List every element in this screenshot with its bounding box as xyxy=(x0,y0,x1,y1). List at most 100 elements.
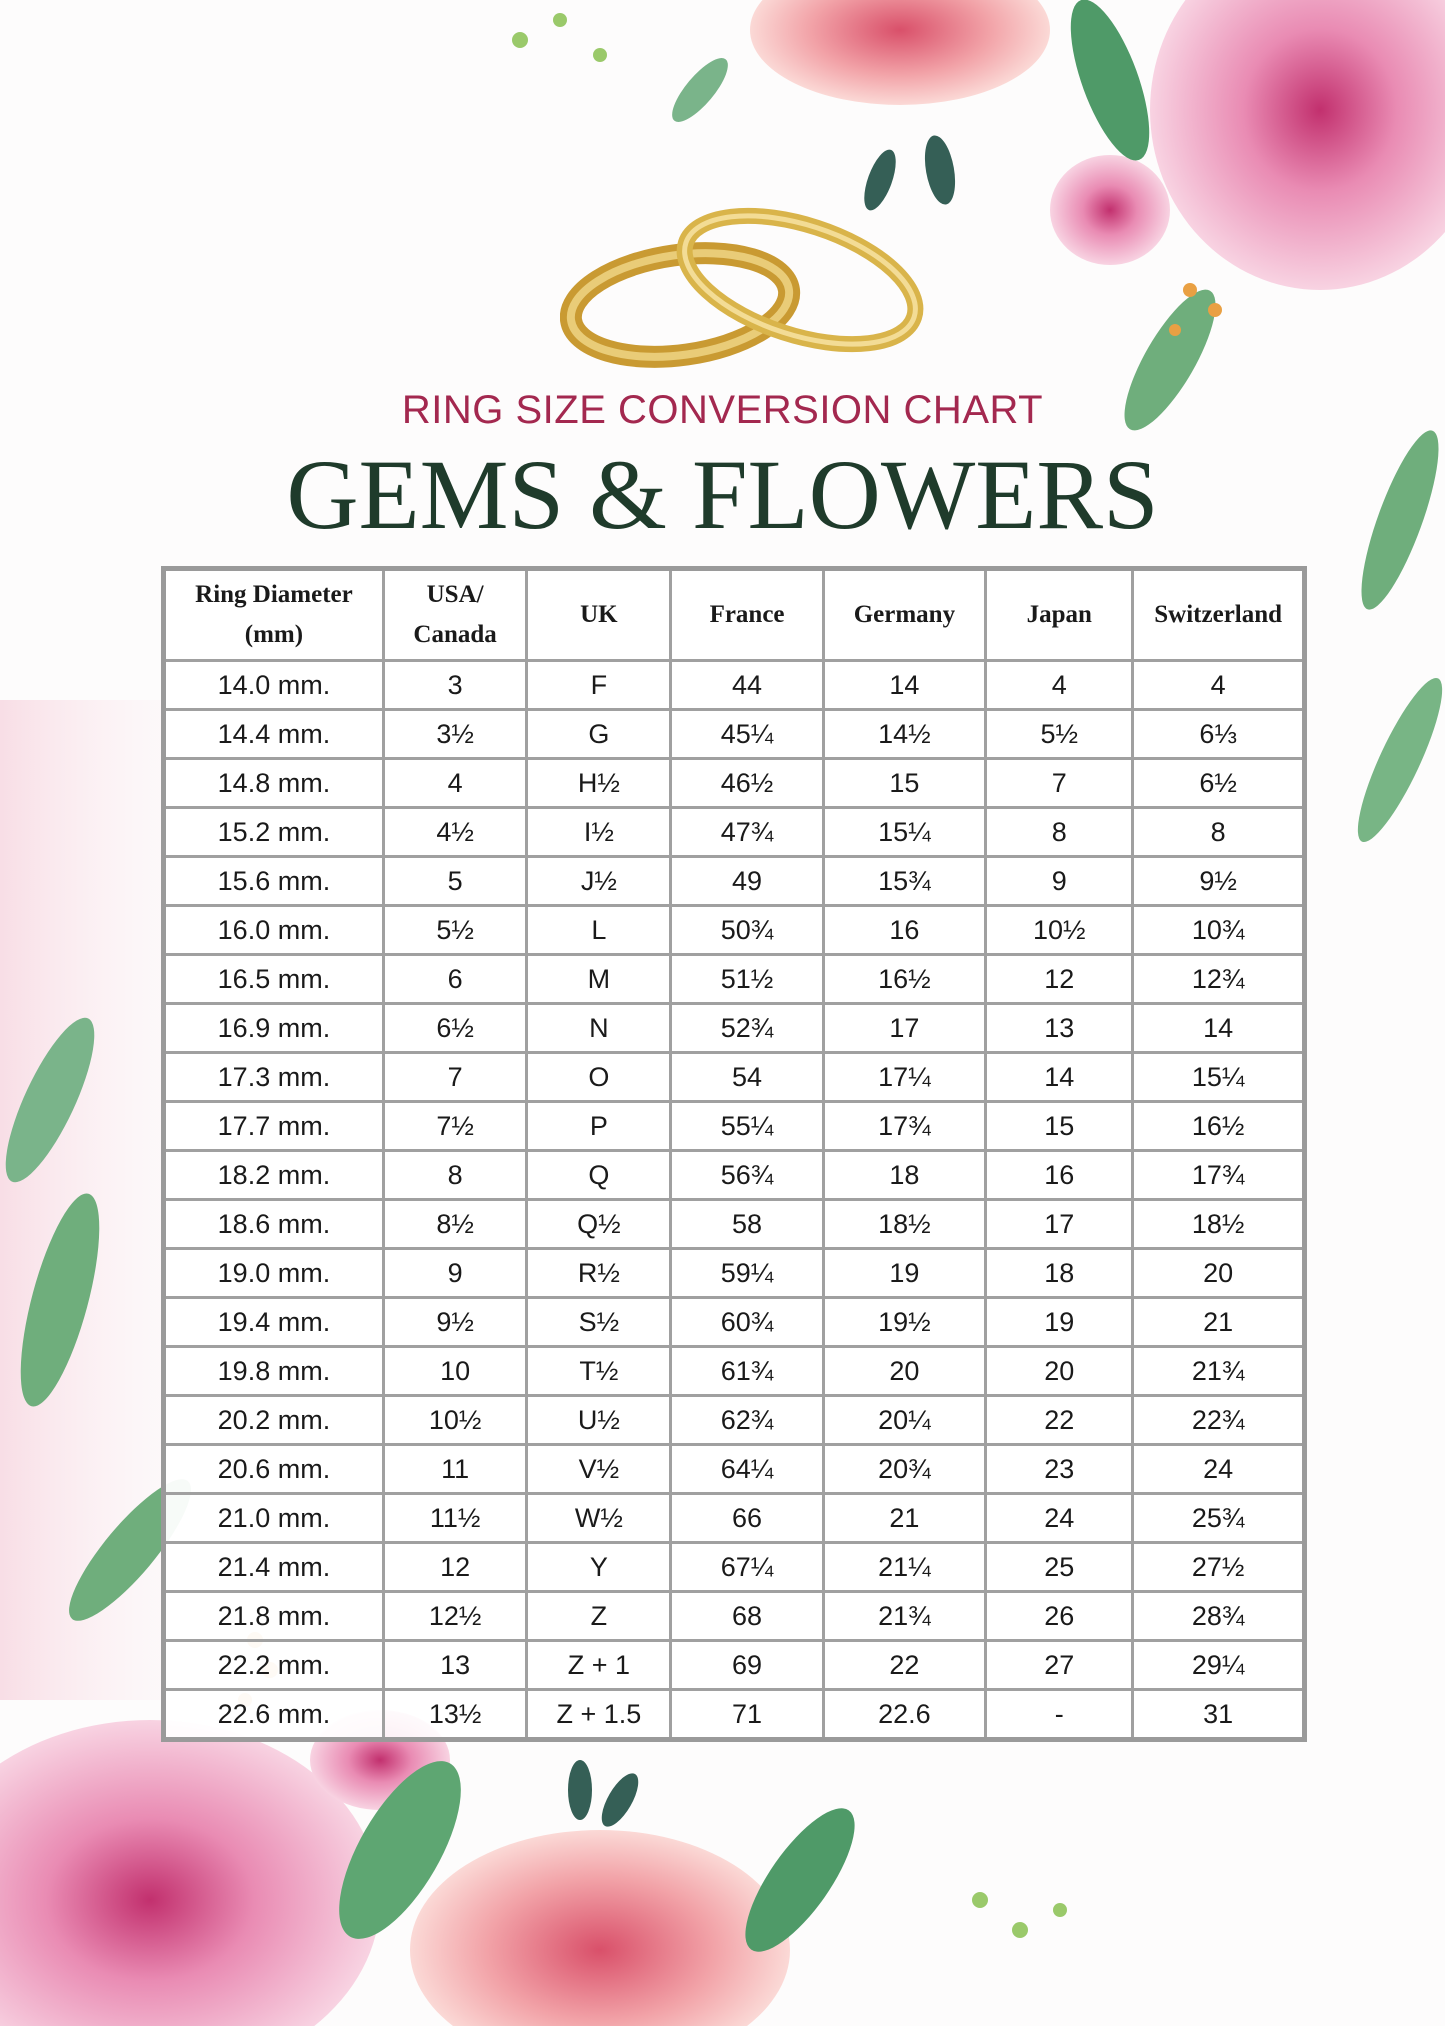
cell-usa-canada: 10½ xyxy=(381,1394,529,1446)
column-header-germany: Germany xyxy=(821,567,988,662)
cell-diameter: 14.0 mm. xyxy=(162,659,385,711)
cell-japan: 13 xyxy=(984,1002,1135,1054)
cell-diameter: 17.7 mm. xyxy=(162,1100,385,1152)
cell-usa-canada: 3½ xyxy=(381,708,529,760)
ring-size-table: Ring Diameter (mm) USA/Canada UK France Germa… xyxy=(161,566,1307,1742)
table-row: 19.0 mm. 9 R½ 59¼ 19 18 20 xyxy=(162,1247,1306,1299)
cell-japan: 19 xyxy=(984,1296,1135,1348)
cell-uk: Y xyxy=(525,1541,673,1593)
cell-switzerland: 24 xyxy=(1131,1443,1306,1495)
table-row: 16.5 mm. 6 M 51½ 16½ 12 12¾ xyxy=(162,953,1306,1005)
cell-diameter: 15.2 mm. xyxy=(162,806,385,858)
cell-japan: 17 xyxy=(984,1198,1135,1250)
cell-uk: H½ xyxy=(525,757,673,809)
cell-usa-canada: 4½ xyxy=(381,806,529,858)
cell-germany: 21¾ xyxy=(821,1590,988,1642)
cell-switzerland: 28¾ xyxy=(1131,1590,1306,1642)
cell-switzerland: 6⅓ xyxy=(1131,708,1306,760)
cell-diameter: 19.4 mm. xyxy=(162,1296,385,1348)
cell-japan: 5½ xyxy=(984,708,1135,760)
column-header-line: Switzerland xyxy=(1154,601,1283,628)
cell-usa-canada: 12 xyxy=(381,1541,529,1593)
cell-usa-canada: 8½ xyxy=(381,1198,529,1250)
cell-usa-canada: 6 xyxy=(381,953,529,1005)
cell-germany: 15¾ xyxy=(821,855,988,907)
cell-diameter: 19.8 mm. xyxy=(162,1345,385,1397)
cell-japan: 27 xyxy=(984,1639,1135,1691)
cell-france: 56¾ xyxy=(669,1149,825,1201)
cell-uk: S½ xyxy=(525,1296,673,1348)
cell-switzerland: 10¾ xyxy=(1131,904,1306,956)
cell-uk: F xyxy=(525,659,673,711)
cell-usa-canada: 11 xyxy=(381,1443,529,1495)
cell-japan: 26 xyxy=(984,1590,1135,1642)
cell-usa-canada: 8 xyxy=(381,1149,529,1201)
table-row: 17.7 mm. 7½ P 55¼ 17¾ 15 16½ xyxy=(162,1100,1306,1152)
cell-uk: Z + 1 xyxy=(525,1639,673,1691)
cell-france: 50¾ xyxy=(669,904,825,956)
cell-switzerland: 16½ xyxy=(1131,1100,1306,1152)
cell-diameter: 22.6 mm. xyxy=(162,1688,385,1741)
cell-uk: J½ xyxy=(525,855,673,907)
cell-diameter: 22.2 mm. xyxy=(162,1639,385,1691)
chart-subtitle: RING SIZE CONVERSION CHART xyxy=(401,388,1044,432)
cell-uk: R½ xyxy=(525,1247,673,1299)
cell-uk: P xyxy=(525,1100,673,1152)
cell-diameter: 16.0 mm. xyxy=(162,904,385,956)
cell-germany: 14½ xyxy=(821,708,988,760)
cell-usa-canada: 3 xyxy=(381,659,529,711)
column-header-line: Japan xyxy=(1026,601,1092,628)
cell-diameter: 15.6 mm. xyxy=(162,855,385,907)
cell-switzerland: 20 xyxy=(1131,1247,1306,1299)
cell-france: 44 xyxy=(669,659,825,711)
cell-uk: Q xyxy=(525,1149,673,1201)
column-header-line: France xyxy=(709,601,785,628)
cell-japan: 14 xyxy=(984,1051,1135,1103)
cell-switzerland: 21 xyxy=(1131,1296,1306,1348)
column-header-line: UK xyxy=(580,601,618,628)
cell-diameter: 20.6 mm. xyxy=(162,1443,385,1495)
table-row: 14.0 mm. 3 F 44 14 4 4 xyxy=(162,659,1306,711)
cell-diameter: 21.4 mm. xyxy=(162,1541,385,1593)
cell-usa-canada: 5½ xyxy=(381,904,529,956)
cell-diameter: 17.3 mm. xyxy=(162,1051,385,1103)
cell-diameter: 21.0 mm. xyxy=(162,1492,385,1544)
cell-germany: 21¼ xyxy=(821,1541,988,1593)
table-row: 18.2 mm. 8 Q 56¾ 18 16 17¾ xyxy=(162,1149,1306,1201)
cell-uk: I½ xyxy=(525,806,673,858)
cell-germany: 16½ xyxy=(821,953,988,1005)
cell-france: 49 xyxy=(669,855,825,907)
cell-france: 55¼ xyxy=(669,1100,825,1152)
cell-germany: 20 xyxy=(821,1345,988,1397)
table-row: 15.2 mm. 4½ I½ 47¾ 15¼ 8 8 xyxy=(162,806,1306,858)
cell-switzerland: 25¾ xyxy=(1131,1492,1306,1544)
cell-france: 52¾ xyxy=(669,1002,825,1054)
cell-uk: Q½ xyxy=(525,1198,673,1250)
cell-switzerland: 22¾ xyxy=(1131,1394,1306,1446)
table-row: 14.8 mm. 4 H½ 46½ 15 7 6½ xyxy=(162,757,1306,809)
cell-usa-canada: 13½ xyxy=(381,1688,529,1741)
column-header-line: USA/ xyxy=(426,581,484,608)
table-row: 19.8 mm. 10 T½ 61¾ 20 20 21¾ xyxy=(162,1345,1306,1397)
cell-japan: 4 xyxy=(984,659,1135,711)
column-header-uk: UK xyxy=(525,567,673,662)
cell-switzerland: 29¼ xyxy=(1131,1639,1306,1691)
cell-switzerland: 18½ xyxy=(1131,1198,1306,1250)
cell-uk: T½ xyxy=(525,1345,673,1397)
cell-usa-canada: 11½ xyxy=(381,1492,529,1544)
cell-switzerland: 31 xyxy=(1131,1688,1306,1741)
table-row: 16.9 mm. 6½ N 52¾ 17 13 14 xyxy=(162,1002,1306,1054)
cell-france: 60¾ xyxy=(669,1296,825,1348)
cell-japan: 8 xyxy=(984,806,1135,858)
cell-usa-canada: 12½ xyxy=(381,1590,529,1642)
table-row: 14.4 mm. 3½ G 45¼ 14½ 5½ 6⅓ xyxy=(162,708,1306,760)
cell-germany: 19½ xyxy=(821,1296,988,1348)
cell-france: 45¼ xyxy=(669,708,825,760)
column-header-line: Ring Diameter xyxy=(195,581,353,608)
cell-diameter: 16.5 mm. xyxy=(162,953,385,1005)
cell-usa-canada: 7½ xyxy=(381,1100,529,1152)
cell-japan: 25 xyxy=(984,1541,1135,1593)
cell-uk: L xyxy=(525,904,673,956)
table-row: 18.6 mm. 8½ Q½ 58 18½ 17 18½ xyxy=(162,1198,1306,1250)
cell-japan: - xyxy=(984,1688,1135,1741)
